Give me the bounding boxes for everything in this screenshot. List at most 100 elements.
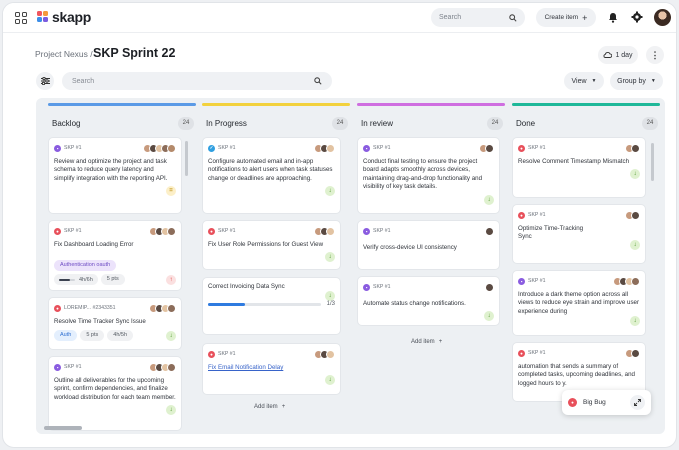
points-chip: 5 pts bbox=[80, 330, 105, 342]
priority-low-icon: ↓ bbox=[325, 252, 335, 263]
task-key: SKP #1 bbox=[528, 145, 546, 151]
column-scrollbar[interactable] bbox=[185, 141, 188, 176]
add-item-button[interactable]: Add item + bbox=[254, 404, 285, 410]
column-title: In review bbox=[361, 118, 394, 128]
group-by-label: Group by bbox=[617, 77, 646, 85]
task-key: SKP #1 bbox=[373, 228, 391, 234]
task-card[interactable]: ▪ SKP #1 Verify cross-device UI consisten… bbox=[357, 220, 500, 270]
group-by-dropdown[interactable]: Group by ▼ bbox=[610, 72, 663, 90]
priority-low-icon: ↓ bbox=[166, 330, 176, 341]
task-card[interactable]: ✓ SKP #1 Configure automated email and in… bbox=[202, 137, 341, 214]
points-chip: 5 pts bbox=[100, 274, 125, 286]
column-color-bar bbox=[512, 103, 660, 106]
time-progress-fill bbox=[59, 278, 70, 281]
add-item-label: Add item bbox=[254, 404, 278, 410]
task-card[interactable]: ● LOREMIP... #2343351 Resolve Time Tracke… bbox=[48, 297, 182, 350]
floating-item-card[interactable]: ● Big Bug bbox=[562, 390, 651, 415]
view-dropdown[interactable]: View ▼ bbox=[564, 72, 604, 90]
create-item-label: Create item bbox=[544, 14, 579, 21]
task-card[interactable]: ▪ SKP #1 Introduce a dark theme option ac… bbox=[512, 270, 646, 336]
task-card[interactable]: ● SKP #1 Optimize Time-Tracking Sync ↓ bbox=[512, 204, 646, 264]
priority-low-icon: ↓ bbox=[484, 311, 494, 322]
sliders-icon bbox=[40, 77, 50, 85]
task-card[interactable]: ▪ SKP #1 Automate status change notificat… bbox=[357, 276, 500, 326]
bug-type-icon: ● bbox=[54, 304, 61, 312]
tag-chip[interactable]: Authentication oauth bbox=[54, 260, 117, 272]
task-key: SKP #1 bbox=[528, 278, 546, 284]
task-card[interactable]: ● SKP #1 Fix Email Notification Delay ↓ bbox=[202, 343, 341, 395]
story-type-icon: ▪ bbox=[363, 144, 370, 152]
search-icon bbox=[509, 13, 517, 22]
column-scrollbar[interactable] bbox=[651, 143, 654, 181]
board-horizontal-scrollbar[interactable] bbox=[44, 426, 82, 430]
task-title: Resolve Time Tracker Sync Issue bbox=[54, 318, 146, 325]
priority-low-icon: ↓ bbox=[166, 405, 176, 416]
task-card[interactable]: ▪ SKP #1 Conduct final testing to ensure … bbox=[357, 137, 500, 214]
tag-chip[interactable]: Auth bbox=[54, 330, 78, 342]
task-key: LOREMIP... #2343351 bbox=[64, 305, 116, 311]
task-card[interactable]: ● SKP #1 Resolve Comment Timestamp Mismat… bbox=[512, 137, 646, 198]
story-type-icon: ▪ bbox=[54, 144, 61, 152]
task-title: Optimize Time-Tracking Sync bbox=[518, 225, 584, 241]
assignee-avatars bbox=[625, 143, 640, 153]
apps-grid-icon[interactable] bbox=[15, 12, 27, 24]
subtask-progress-label: 1/3 bbox=[326, 301, 335, 308]
task-title: Resolve Comment Timestamp Mismatch bbox=[518, 158, 630, 165]
task-title: Fix User Role Permissions for Guest View bbox=[208, 241, 324, 248]
create-item-button[interactable]: Create item + bbox=[536, 8, 596, 27]
column-in-review: In review 24 ▪ SKP #1 Conduct final testi… bbox=[357, 103, 505, 423]
column-color-bar bbox=[202, 103, 350, 106]
bell-icon[interactable] bbox=[608, 12, 618, 23]
column-done: Done 24 ● SKP #1 Resolve Comment Timestam… bbox=[512, 103, 660, 423]
priority-low-icon: ↓ bbox=[325, 375, 335, 386]
app-logo[interactable]: skapp bbox=[37, 9, 91, 25]
task-card[interactable]: ● SKP #1 Fix User Role Permissions for Gu… bbox=[202, 220, 341, 270]
gear-icon[interactable] bbox=[631, 11, 643, 23]
filter-button[interactable] bbox=[36, 72, 54, 90]
task-key: SKP #1 bbox=[373, 284, 391, 290]
task-card[interactable]: Correct Invoicing Data Sync ↓ 1/3 bbox=[202, 277, 341, 335]
task-title: Correct Invoicing Data Sync bbox=[208, 283, 285, 290]
chevron-down-icon: ▼ bbox=[591, 78, 597, 84]
task-title-link[interactable]: Fix Email Notification Delay bbox=[208, 364, 284, 371]
assignee-avatars bbox=[485, 282, 494, 292]
board-search-placeholder: Search bbox=[72, 77, 95, 85]
task-key: SKP #1 bbox=[64, 228, 82, 234]
plus-icon: + bbox=[582, 12, 588, 23]
user-avatar[interactable] bbox=[654, 9, 671, 26]
bug-type-icon: ● bbox=[518, 144, 525, 152]
view-label: View bbox=[571, 77, 587, 85]
task-card[interactable]: ▪ SKP #1 Review and optimize the project … bbox=[48, 137, 182, 214]
bug-type-icon: ● bbox=[208, 350, 215, 358]
task-title: Fix Dashboard Loading Error bbox=[54, 241, 134, 248]
sprint-duration-label: 1 day bbox=[615, 51, 633, 59]
global-search-input[interactable]: Search bbox=[431, 8, 525, 27]
priority-medium-icon: = bbox=[166, 186, 176, 197]
assignee-avatars bbox=[625, 210, 640, 220]
more-options-button[interactable]: ⋮ bbox=[646, 46, 664, 64]
time-chip: 4h/5h bbox=[107, 330, 134, 342]
assignee-avatars bbox=[613, 276, 640, 286]
task-card[interactable]: ● SKP #1 Fix Dashboard Loading Error Auth… bbox=[48, 220, 182, 291]
assignee-avatars bbox=[149, 303, 176, 313]
breadcrumb[interactable]: Project Nexus / bbox=[35, 49, 93, 59]
plus-icon: + bbox=[438, 339, 443, 345]
expand-icon[interactable] bbox=[630, 395, 645, 410]
column-title: In Progress bbox=[206, 118, 247, 128]
task-title: Outline all deliverables for the upcomin… bbox=[54, 377, 176, 401]
kebab-icon: ⋮ bbox=[650, 49, 660, 60]
task-type-icon: ✓ bbox=[208, 144, 215, 152]
task-key: SKP #1 bbox=[64, 145, 82, 151]
assignee-avatars bbox=[143, 143, 176, 153]
priority-low-icon: ↓ bbox=[630, 239, 640, 250]
assignee-avatars bbox=[485, 226, 494, 236]
column-in-progress: In Progress 24 ✓ SKP #1 Configure automat… bbox=[202, 103, 350, 423]
board-search-input[interactable]: Search bbox=[62, 72, 332, 90]
search-icon bbox=[314, 77, 322, 85]
sprint-duration-button[interactable]: 1 day bbox=[598, 46, 638, 64]
add-item-button[interactable]: Add item + bbox=[411, 339, 442, 345]
priority-high-icon: ↑ bbox=[166, 274, 176, 285]
task-card[interactable]: ▪ SKP #1 Outline all deliverables for the… bbox=[48, 356, 182, 431]
assignee-avatars bbox=[314, 143, 335, 153]
task-key: SKP #1 bbox=[373, 145, 391, 151]
